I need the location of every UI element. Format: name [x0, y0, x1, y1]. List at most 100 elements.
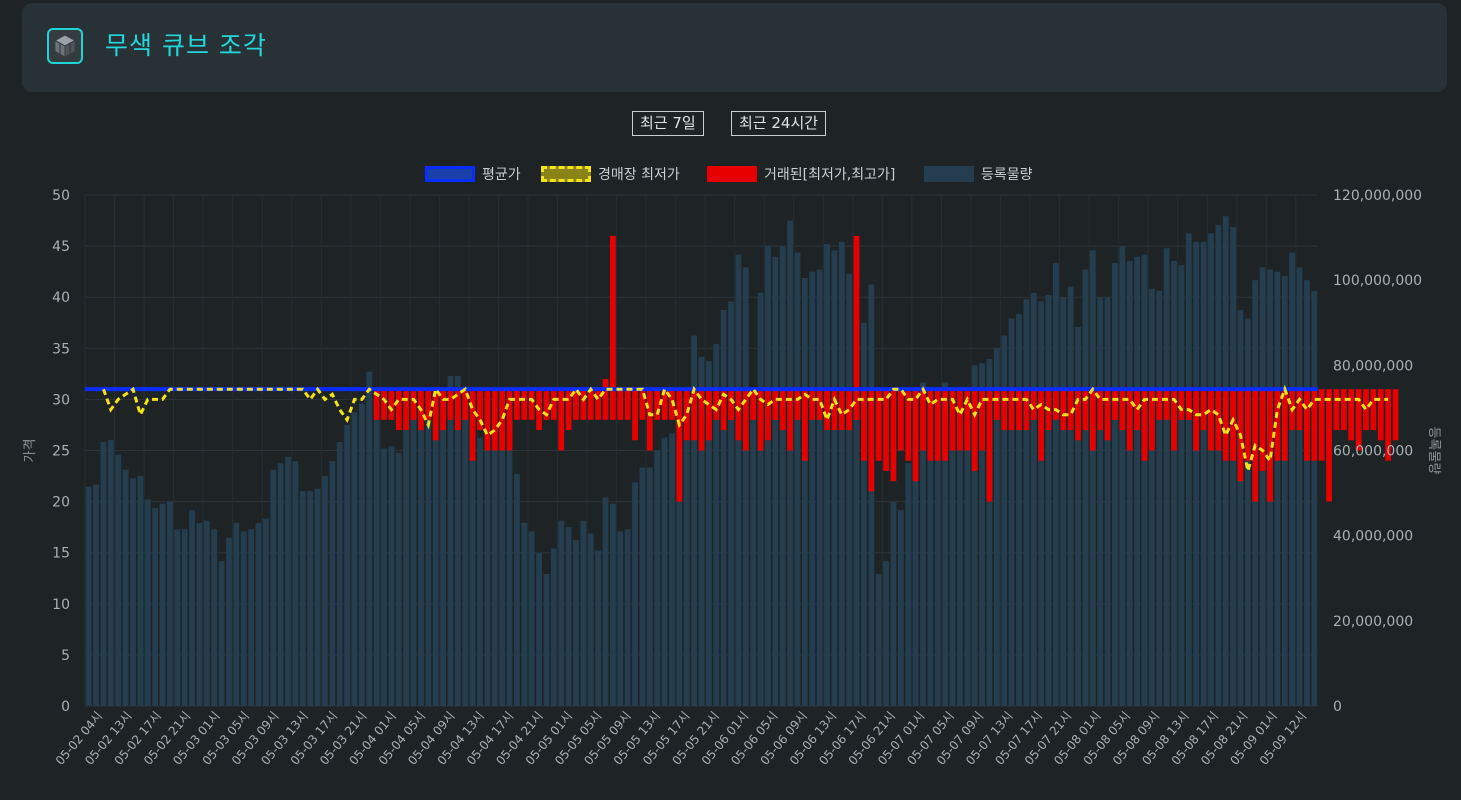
traded-range-bar [587, 389, 594, 420]
traded-range-bar [1274, 389, 1281, 461]
volume-bar [801, 278, 808, 706]
traded-range-bar [506, 389, 513, 451]
volume-bar [425, 416, 432, 706]
traded-range-bar [890, 389, 897, 482]
traded-range-bar [1016, 389, 1022, 431]
traded-range-bar [639, 389, 646, 420]
traded-range-bar [469, 389, 476, 461]
range-24hours-button[interactable]: 최근 24시간 [731, 111, 827, 136]
volume-bar [1163, 248, 1170, 706]
volume-bar [742, 267, 749, 706]
volume-bar [159, 503, 166, 706]
volume-bar [1112, 263, 1118, 706]
volume-bar [144, 499, 151, 706]
y-right-axis: 0 20,000,000 40,000,000 60,000,000 80,000,00… [1333, 188, 1422, 715]
volume-bar [1259, 267, 1266, 706]
volume-bar [1089, 250, 1096, 706]
traded-range-bar [1215, 389, 1222, 451]
traded-range-bar [595, 389, 602, 420]
traded-range-bar [1318, 389, 1325, 461]
traded-range-bar [1385, 389, 1392, 461]
volume-bar [779, 246, 786, 706]
traded-range-bar [580, 389, 587, 420]
volume-bar [669, 433, 675, 706]
traded-range-bar [1185, 389, 1192, 420]
volume-bar [543, 573, 550, 706]
volume-bar [1274, 271, 1281, 706]
traded-range-bar [1281, 389, 1288, 461]
traded-range-bar [831, 389, 838, 431]
traded-range-bar [462, 389, 469, 420]
legend-item-lowest-price[interactable]: 경매장 최저가 [541, 164, 680, 184]
traded-range-bar [491, 389, 498, 451]
y-right-tick-label: 60,000,000 [1333, 444, 1413, 460]
volume-bar [93, 484, 99, 706]
volume-bar [661, 437, 668, 706]
volume-bar [735, 254, 742, 706]
volume-bar [226, 537, 232, 706]
traded-range-bar [1244, 389, 1251, 461]
traded-range-bar [1030, 389, 1037, 420]
traded-range-bar [1053, 389, 1059, 420]
traded-range-bar [1340, 389, 1347, 431]
traded-range-bar [395, 389, 402, 431]
volume-bar [299, 490, 306, 706]
volume-bar [255, 522, 262, 706]
volume-bar [1075, 327, 1081, 706]
volume-bar [949, 424, 956, 706]
volume-bar [499, 437, 506, 706]
volume-bar [875, 573, 882, 706]
legend-label-traded-range: 거래된[최저가,최고가] [764, 167, 896, 183]
traded-range-bar [1089, 389, 1096, 451]
traded-range-bar [971, 389, 978, 471]
y-right-tick-label: 0 [1333, 699, 1342, 715]
traded-range-bar [912, 389, 919, 482]
volume-bar [698, 356, 705, 706]
volume-bar [181, 529, 188, 706]
volume-bar [787, 220, 793, 707]
volume-bar [314, 488, 321, 706]
legend-swatch-avg-price [425, 166, 475, 182]
volume-bar [174, 529, 181, 706]
volume-bar [1215, 224, 1222, 706]
volume-bar [1156, 290, 1163, 706]
traded-range-bar [1126, 389, 1133, 451]
y-left-tick-label: 45 [52, 239, 70, 255]
legend-item-avg-price[interactable]: 평균가 [425, 164, 521, 184]
y-left-axis: 0 5 10 15 20 25 30 35 40 45 50 [52, 188, 70, 715]
traded-range-bar [565, 389, 572, 431]
volume-bar [912, 437, 919, 706]
volume-bar [285, 456, 291, 706]
volume-bar [432, 412, 439, 706]
legend-label-lowest-price: 경매장 최저가 [598, 167, 680, 183]
traded-range-bar [447, 389, 454, 420]
volume-bar [1237, 309, 1244, 706]
volume-bar [1104, 297, 1111, 706]
traded-range-bar [683, 389, 690, 441]
volume-bar [964, 420, 971, 706]
range-7days-button[interactable]: 최근 7일 [632, 111, 704, 136]
traded-range-bar [787, 389, 793, 451]
legend-item-volume[interactable]: 등록물량 [924, 164, 1033, 184]
volume-bar [927, 403, 934, 706]
traded-range-bar [558, 389, 565, 451]
volume-bar [1281, 275, 1288, 706]
volume-bar [683, 393, 690, 706]
traded-range-bar [1392, 389, 1399, 441]
legend-item-traded-range[interactable]: 거래된[최저가,최고가] [707, 164, 895, 184]
traded-range-bar [934, 389, 941, 461]
traded-range-bar [1200, 389, 1207, 431]
volume-bar [654, 450, 661, 706]
traded-range-bar [883, 389, 889, 471]
volume-bar [248, 529, 255, 706]
volume-bar [1016, 314, 1022, 706]
traded-range-bar [728, 389, 734, 420]
traded-range-bar [691, 389, 697, 441]
traded-range-bar [1311, 389, 1318, 461]
volume-bar [838, 241, 845, 706]
traded-range-bars [373, 235, 1399, 502]
legend-swatch-traded-range [707, 166, 757, 182]
volume-bar [676, 407, 683, 706]
volume-bar [1045, 295, 1052, 706]
traded-range-bar [794, 389, 801, 420]
